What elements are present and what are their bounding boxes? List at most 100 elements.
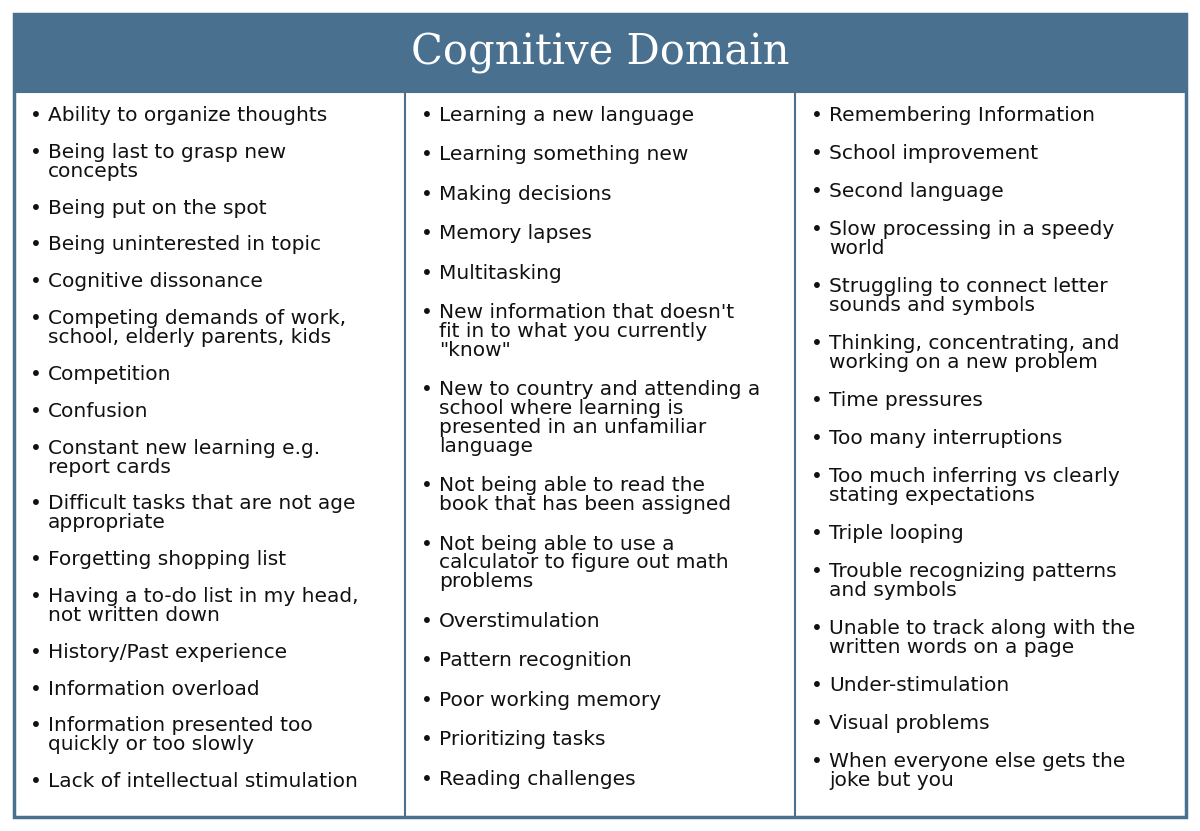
- Text: Difficult tasks that are not age: Difficult tasks that are not age: [48, 494, 355, 514]
- Text: Poor working memory: Poor working memory: [439, 691, 661, 710]
- Text: Confusion: Confusion: [48, 401, 149, 420]
- Text: •: •: [811, 467, 823, 486]
- Text: Constant new learning e.g.: Constant new learning e.g.: [48, 439, 320, 458]
- Text: written words on a page: written words on a page: [829, 638, 1074, 656]
- Text: •: •: [421, 224, 432, 243]
- Text: •: •: [30, 401, 42, 420]
- Text: New to country and attending a: New to country and attending a: [439, 381, 760, 400]
- Text: Second language: Second language: [829, 182, 1004, 201]
- Text: •: •: [421, 381, 432, 400]
- Text: Under-stimulation: Under-stimulation: [829, 676, 1009, 695]
- Text: Learning something new: Learning something new: [439, 145, 688, 165]
- Text: •: •: [421, 612, 432, 631]
- Text: school, elderly parents, kids: school, elderly parents, kids: [48, 328, 331, 347]
- Text: calculator to figure out math: calculator to figure out math: [439, 553, 728, 573]
- Text: Too much inferring vs clearly: Too much inferring vs clearly: [829, 467, 1120, 486]
- Text: •: •: [811, 391, 823, 410]
- Text: •: •: [30, 309, 42, 328]
- Text: world: world: [829, 239, 884, 258]
- Text: •: •: [811, 182, 823, 201]
- Text: School improvement: School improvement: [829, 144, 1038, 163]
- Bar: [14, 14, 1186, 92]
- Text: •: •: [30, 680, 42, 699]
- Text: and symbols: and symbols: [829, 581, 958, 600]
- Text: •: •: [421, 730, 432, 749]
- Text: •: •: [30, 439, 42, 458]
- Text: •: •: [30, 143, 42, 162]
- Text: •: •: [811, 714, 823, 733]
- Text: •: •: [811, 106, 823, 125]
- Text: Memory lapses: Memory lapses: [439, 224, 592, 243]
- Text: Struggling to connect letter: Struggling to connect letter: [829, 277, 1108, 296]
- Text: •: •: [30, 772, 42, 791]
- Text: •: •: [421, 534, 432, 553]
- Text: •: •: [421, 303, 432, 322]
- Text: Pattern recognition: Pattern recognition: [439, 652, 631, 671]
- Text: Remembering Information: Remembering Information: [829, 106, 1096, 125]
- Text: Information overload: Information overload: [48, 680, 259, 699]
- Text: •: •: [811, 277, 823, 296]
- Text: "know": "know": [439, 341, 510, 360]
- Text: •: •: [30, 273, 42, 292]
- Text: Cognitive Domain: Cognitive Domain: [410, 32, 790, 74]
- Text: Not being able to read the: Not being able to read the: [439, 476, 704, 495]
- Text: When everyone else gets the: When everyone else gets the: [829, 752, 1126, 771]
- Text: •: •: [30, 106, 42, 125]
- Text: •: •: [30, 642, 42, 661]
- Text: Overstimulation: Overstimulation: [439, 612, 600, 631]
- Text: •: •: [811, 524, 823, 543]
- Text: •: •: [811, 619, 823, 638]
- Text: •: •: [421, 106, 432, 125]
- Text: joke but you: joke but you: [829, 771, 954, 790]
- Text: Thinking, concentrating, and: Thinking, concentrating, and: [829, 334, 1120, 353]
- Text: •: •: [421, 184, 432, 204]
- Text: sounds and symbols: sounds and symbols: [829, 296, 1036, 315]
- Text: Being uninterested in topic: Being uninterested in topic: [48, 235, 322, 254]
- Text: •: •: [421, 691, 432, 710]
- Text: school where learning is: school where learning is: [439, 399, 683, 418]
- Text: New information that doesn't: New information that doesn't: [439, 303, 733, 322]
- Text: concepts: concepts: [48, 162, 139, 180]
- Text: working on a new problem: working on a new problem: [829, 353, 1098, 372]
- Text: report cards: report cards: [48, 458, 170, 476]
- Text: •: •: [811, 676, 823, 695]
- Text: Learning a new language: Learning a new language: [439, 106, 694, 125]
- Text: Being last to grasp new: Being last to grasp new: [48, 143, 286, 162]
- Text: •: •: [421, 145, 432, 165]
- Text: •: •: [30, 716, 42, 735]
- Text: Information presented too: Information presented too: [48, 716, 313, 735]
- Text: •: •: [421, 263, 432, 283]
- Text: Too many interruptions: Too many interruptions: [829, 429, 1063, 448]
- Text: Triple looping: Triple looping: [829, 524, 964, 543]
- Text: fit in to what you currently: fit in to what you currently: [439, 322, 707, 341]
- Text: Lack of intellectual stimulation: Lack of intellectual stimulation: [48, 772, 358, 791]
- Text: Being put on the spot: Being put on the spot: [48, 199, 266, 218]
- Text: Not being able to use a: Not being able to use a: [439, 534, 674, 553]
- Text: •: •: [421, 770, 432, 789]
- Text: book that has been assigned: book that has been assigned: [439, 495, 731, 514]
- Text: •: •: [811, 220, 823, 239]
- Text: language: language: [439, 437, 533, 456]
- Text: Visual problems: Visual problems: [829, 714, 990, 733]
- Text: not written down: not written down: [48, 606, 220, 625]
- Text: Competition: Competition: [48, 365, 172, 384]
- Text: •: •: [421, 476, 432, 495]
- Text: Prioritizing tasks: Prioritizing tasks: [439, 730, 605, 749]
- Text: Multitasking: Multitasking: [439, 263, 562, 283]
- Text: •: •: [811, 752, 823, 771]
- Text: appropriate: appropriate: [48, 514, 166, 532]
- Text: Ability to organize thoughts: Ability to organize thoughts: [48, 106, 328, 125]
- Text: Trouble recognizing patterns: Trouble recognizing patterns: [829, 562, 1117, 581]
- Text: •: •: [30, 550, 42, 569]
- Text: Competing demands of work,: Competing demands of work,: [48, 309, 346, 328]
- Text: •: •: [30, 365, 42, 384]
- Text: Cognitive dissonance: Cognitive dissonance: [48, 273, 263, 292]
- Text: •: •: [811, 334, 823, 353]
- Text: Having a to-do list in my head,: Having a to-do list in my head,: [48, 587, 359, 606]
- Text: •: •: [30, 199, 42, 218]
- Text: problems: problems: [439, 573, 533, 592]
- Text: Time pressures: Time pressures: [829, 391, 983, 410]
- Text: •: •: [30, 494, 42, 514]
- Text: •: •: [811, 429, 823, 448]
- Text: Making decisions: Making decisions: [439, 184, 611, 204]
